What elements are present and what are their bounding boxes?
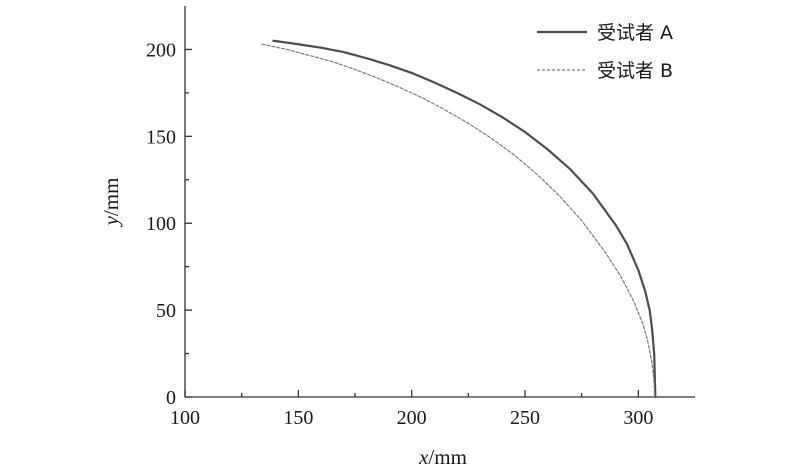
series-line-b bbox=[261, 43, 656, 398]
y-tick-label: 0 bbox=[166, 387, 176, 409]
y-tick-label: 150 bbox=[146, 126, 176, 148]
x-tick-label: 300 bbox=[623, 407, 653, 429]
y-tick-label: 100 bbox=[146, 213, 176, 235]
y-tick-label: 200 bbox=[146, 39, 176, 61]
series-line-a bbox=[272, 39, 657, 399]
x-tick-label: 150 bbox=[283, 407, 313, 429]
legend-label-a: 受试者 A bbox=[597, 22, 673, 44]
legend-label-b: 受试者 B bbox=[597, 60, 673, 82]
x-tick-label: 100 bbox=[170, 407, 200, 429]
y-tick-label: 50 bbox=[156, 300, 176, 322]
x-axis-label: x/mm bbox=[418, 445, 467, 469]
legend: 受试者 A 受试者 B bbox=[537, 22, 673, 82]
axes bbox=[184, 6, 695, 398]
x-tick-label: 250 bbox=[510, 407, 540, 429]
x-tick-label: 200 bbox=[397, 407, 427, 429]
series-lines bbox=[261, 39, 657, 399]
ticks: 100 150 200 250 300 0 50 100 150 200 bbox=[146, 39, 653, 429]
y-axis-label: y/mm bbox=[99, 178, 123, 228]
